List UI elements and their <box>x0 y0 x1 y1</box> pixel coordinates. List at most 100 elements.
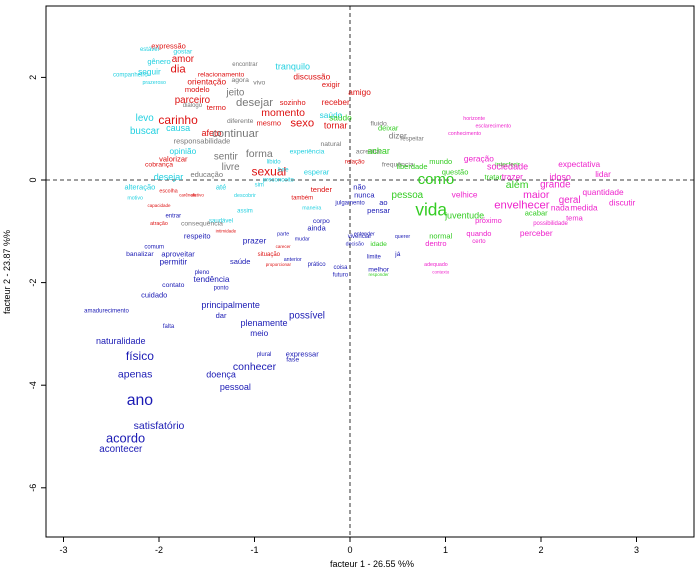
word-label: permitir <box>159 256 187 266</box>
word-label: já <box>394 251 401 258</box>
word-label: plenamente <box>241 318 288 328</box>
word-label: dia <box>171 64 187 76</box>
word-label: assim <box>237 208 253 214</box>
word-label: escolha <box>159 189 177 195</box>
word-label: anterior <box>284 257 302 263</box>
word-label: dizer <box>389 131 407 141</box>
word-label: quantidade <box>583 187 624 197</box>
word-label: seguir <box>138 66 161 76</box>
word-label: apenas <box>118 369 152 381</box>
word-label: não <box>353 183 366 192</box>
word-label: lidar <box>595 169 611 179</box>
word-label: trazer <box>502 172 523 182</box>
word-label: mundo <box>429 157 452 166</box>
word-label: decisão <box>346 242 364 248</box>
word-label: pessoal <box>220 382 251 392</box>
word-label: ao <box>379 198 387 207</box>
word-label: consequência <box>181 220 223 227</box>
y-tick-label: 2 <box>28 75 38 80</box>
y-tick-label: -4 <box>28 381 38 389</box>
word-label: nada <box>551 202 570 212</box>
word-label: como <box>418 171 455 188</box>
x-axis-label: facteur 1 - 26.55 %% <box>330 559 414 569</box>
x-tick-label: 3 <box>634 545 639 555</box>
word-label: atração <box>150 221 168 227</box>
word-label: libido <box>267 160 282 166</box>
word-label: carência <box>179 193 197 198</box>
word-label: interferir <box>495 161 521 168</box>
word-label: parceiro <box>175 95 211 106</box>
x-tick-label: -2 <box>155 545 163 555</box>
word-label: físico <box>126 349 154 363</box>
word-label: deixar <box>378 124 399 133</box>
word-label: alteração <box>124 183 155 192</box>
word-label: naturalidade <box>96 336 146 346</box>
word-label: cobrança <box>145 161 173 168</box>
word-label: maior <box>523 189 550 201</box>
word-label: educação <box>190 170 223 179</box>
word-label: pleno <box>195 270 210 276</box>
word-label: sexual <box>251 164 286 178</box>
word-label: responder <box>369 272 390 277</box>
word-label: pensar <box>367 206 390 215</box>
word-label: amadurecimento <box>84 308 129 314</box>
word-label: prazeroso <box>142 80 166 86</box>
word-label: achar <box>367 146 390 156</box>
word-label: esperar <box>304 167 330 176</box>
word-label: experiência <box>290 149 325 156</box>
word-label: vida <box>415 199 447 219</box>
word-label: esclarecimento <box>475 124 511 130</box>
word-label: gênero <box>147 57 170 66</box>
word-label: corpo <box>313 218 330 225</box>
word-label: envelhecer <box>494 200 550 212</box>
word-label: saúdo <box>329 113 352 123</box>
word-label: discussão <box>293 72 330 82</box>
word-label: proporcionar <box>266 262 292 267</box>
word-label: fase <box>286 356 299 363</box>
word-label: saudável <box>209 219 233 225</box>
word-label: dar <box>216 311 227 320</box>
word-label: receber <box>322 97 350 107</box>
word-label: expressão <box>151 42 186 51</box>
word-label: geração <box>464 154 494 164</box>
word-label: descobrir <box>234 193 256 199</box>
x-tick-label: -3 <box>59 545 67 555</box>
word-label: desejar <box>154 172 184 182</box>
word-label: saúdo <box>320 110 343 120</box>
word-label: adequado <box>424 262 448 268</box>
word-label: livre <box>278 167 290 173</box>
word-label: prazer <box>243 236 267 246</box>
word-label: sentir <box>214 152 239 163</box>
word-label: respeito <box>184 231 211 240</box>
word-label: ainda <box>307 224 326 233</box>
word-label: estável <box>140 47 159 53</box>
word-label: afetivo <box>191 193 205 198</box>
x-tick-label: 0 <box>347 545 352 555</box>
word-label: diferente <box>227 118 254 125</box>
word-label: valorizar <box>159 154 188 163</box>
word-label: ano <box>127 392 154 409</box>
word-label: normal <box>429 231 452 240</box>
word-label: termo <box>207 103 226 112</box>
word-label: parte <box>277 231 289 237</box>
word-label: além <box>506 179 529 191</box>
x-tick-label: 2 <box>538 545 543 555</box>
word-label: julgamento <box>334 201 365 207</box>
word-label: horizonte <box>463 116 485 122</box>
word-label: encontrar <box>232 62 257 68</box>
word-label: buscar <box>130 126 160 137</box>
word-label: companheiro <box>113 72 148 78</box>
word-label: comum <box>144 244 164 250</box>
word-label: afeto <box>202 128 222 138</box>
word-label: idoso <box>549 172 571 182</box>
word-label: preconceito <box>263 178 295 184</box>
word-label: tranquilo <box>275 62 310 72</box>
word-label: carinho <box>158 113 198 127</box>
word-label: ponto <box>214 285 230 291</box>
word-label: coisa <box>333 265 348 271</box>
word-label: nunca <box>354 190 375 199</box>
word-label: agora <box>231 77 249 84</box>
word-label: tratar <box>484 172 502 181</box>
word-label: velhice <box>452 190 478 200</box>
